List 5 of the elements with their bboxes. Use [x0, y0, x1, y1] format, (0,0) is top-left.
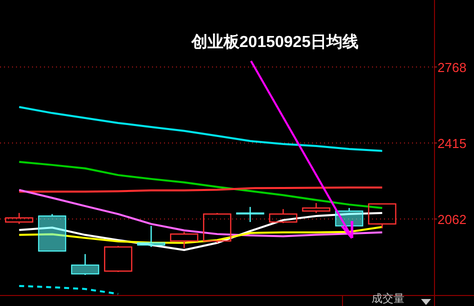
y-tick-label: 2062 — [438, 212, 466, 227]
text: 创业板20150925日均线 — [190, 33, 359, 51]
y-tick-label: 2768 — [438, 60, 466, 75]
y-tick-label: 2415 — [438, 136, 466, 151]
annotation: 成交量 — [372, 292, 404, 305]
